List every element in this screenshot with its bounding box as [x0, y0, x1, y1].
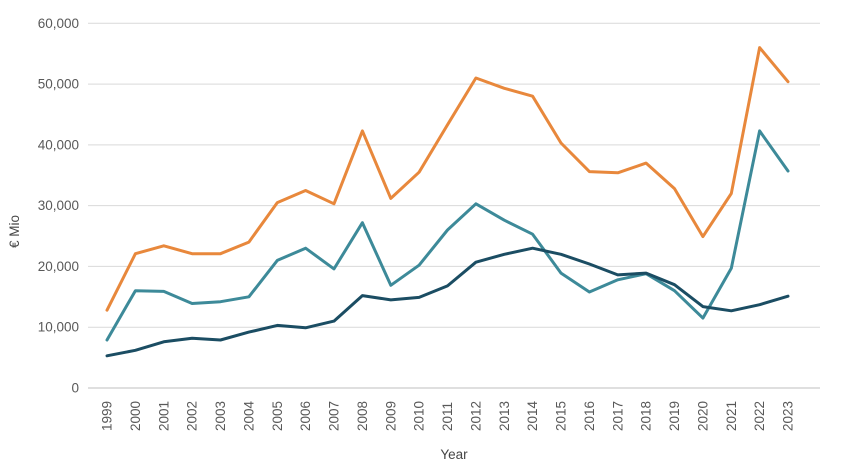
- x-tick-label: 2019: [667, 401, 682, 431]
- x-tick-label: 2014: [525, 400, 540, 431]
- y-tick-label: 50,000: [38, 77, 79, 92]
- y-axis-title: € Mio: [7, 215, 22, 248]
- x-tick-label: 2012: [468, 401, 483, 431]
- x-tick-label: 2021: [724, 401, 739, 431]
- x-tick-label: 2002: [185, 401, 200, 431]
- x-tick-label: 2004: [241, 400, 256, 431]
- y-tick-label: 60,000: [38, 16, 79, 31]
- dark-blue-series-line: [105, 246, 790, 358]
- x-tick-label: 2007: [327, 401, 342, 431]
- x-tick-label: 2023: [781, 401, 796, 431]
- y-tick-label: 0: [71, 381, 79, 396]
- x-tick-label: 2011: [440, 402, 455, 431]
- x-tick-label: 2008: [355, 401, 370, 431]
- x-axis-tick-labels: 1999 2000 2001 2002 2003 2004 2005 2006 2007 2008…: [100, 400, 796, 431]
- x-tick-label: 2020: [695, 401, 710, 431]
- y-tick-label: 20,000: [38, 259, 79, 274]
- teal-series-line: [105, 129, 790, 342]
- series-lines-group: [105, 46, 790, 358]
- x-tick-label: 2015: [554, 401, 569, 431]
- x-tick-label: 2010: [412, 401, 427, 431]
- x-tick-label: 2006: [298, 401, 313, 431]
- y-axis-tick-labels: 0 10,000 20,000 30,000 40,000 50,000 60,000: [38, 16, 79, 396]
- x-tick-label: 2016: [582, 401, 597, 431]
- x-axis-title: Year: [440, 447, 468, 462]
- x-tick-label: 2013: [497, 401, 512, 431]
- x-tick-label: 2022: [752, 401, 767, 431]
- x-tick-label: 2003: [213, 401, 228, 431]
- x-tick-label: 2005: [270, 401, 285, 431]
- y-tick-label: 40,000: [38, 137, 79, 152]
- gridlines-group: [88, 22, 820, 389]
- x-tick-label: 2017: [610, 401, 625, 431]
- x-tick-label: 2001: [156, 401, 171, 431]
- x-tick-label: 1999: [100, 401, 115, 431]
- y-tick-label: 30,000: [38, 198, 79, 213]
- x-tick-label: 2018: [639, 401, 654, 431]
- orange-series-line: [105, 46, 790, 312]
- x-tick-label: 2000: [128, 401, 143, 431]
- x-tick-label: 2009: [383, 401, 398, 431]
- y-tick-label: 10,000: [38, 320, 79, 335]
